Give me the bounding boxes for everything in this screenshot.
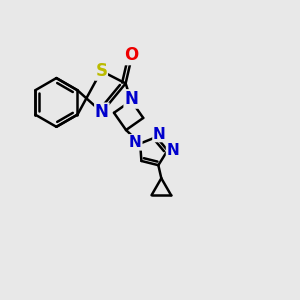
Text: N: N: [167, 143, 179, 158]
Text: N: N: [124, 90, 138, 108]
Text: N: N: [129, 135, 142, 150]
Text: O: O: [124, 46, 138, 64]
Text: N: N: [153, 127, 166, 142]
Text: N: N: [95, 103, 109, 121]
Text: S: S: [95, 62, 107, 80]
